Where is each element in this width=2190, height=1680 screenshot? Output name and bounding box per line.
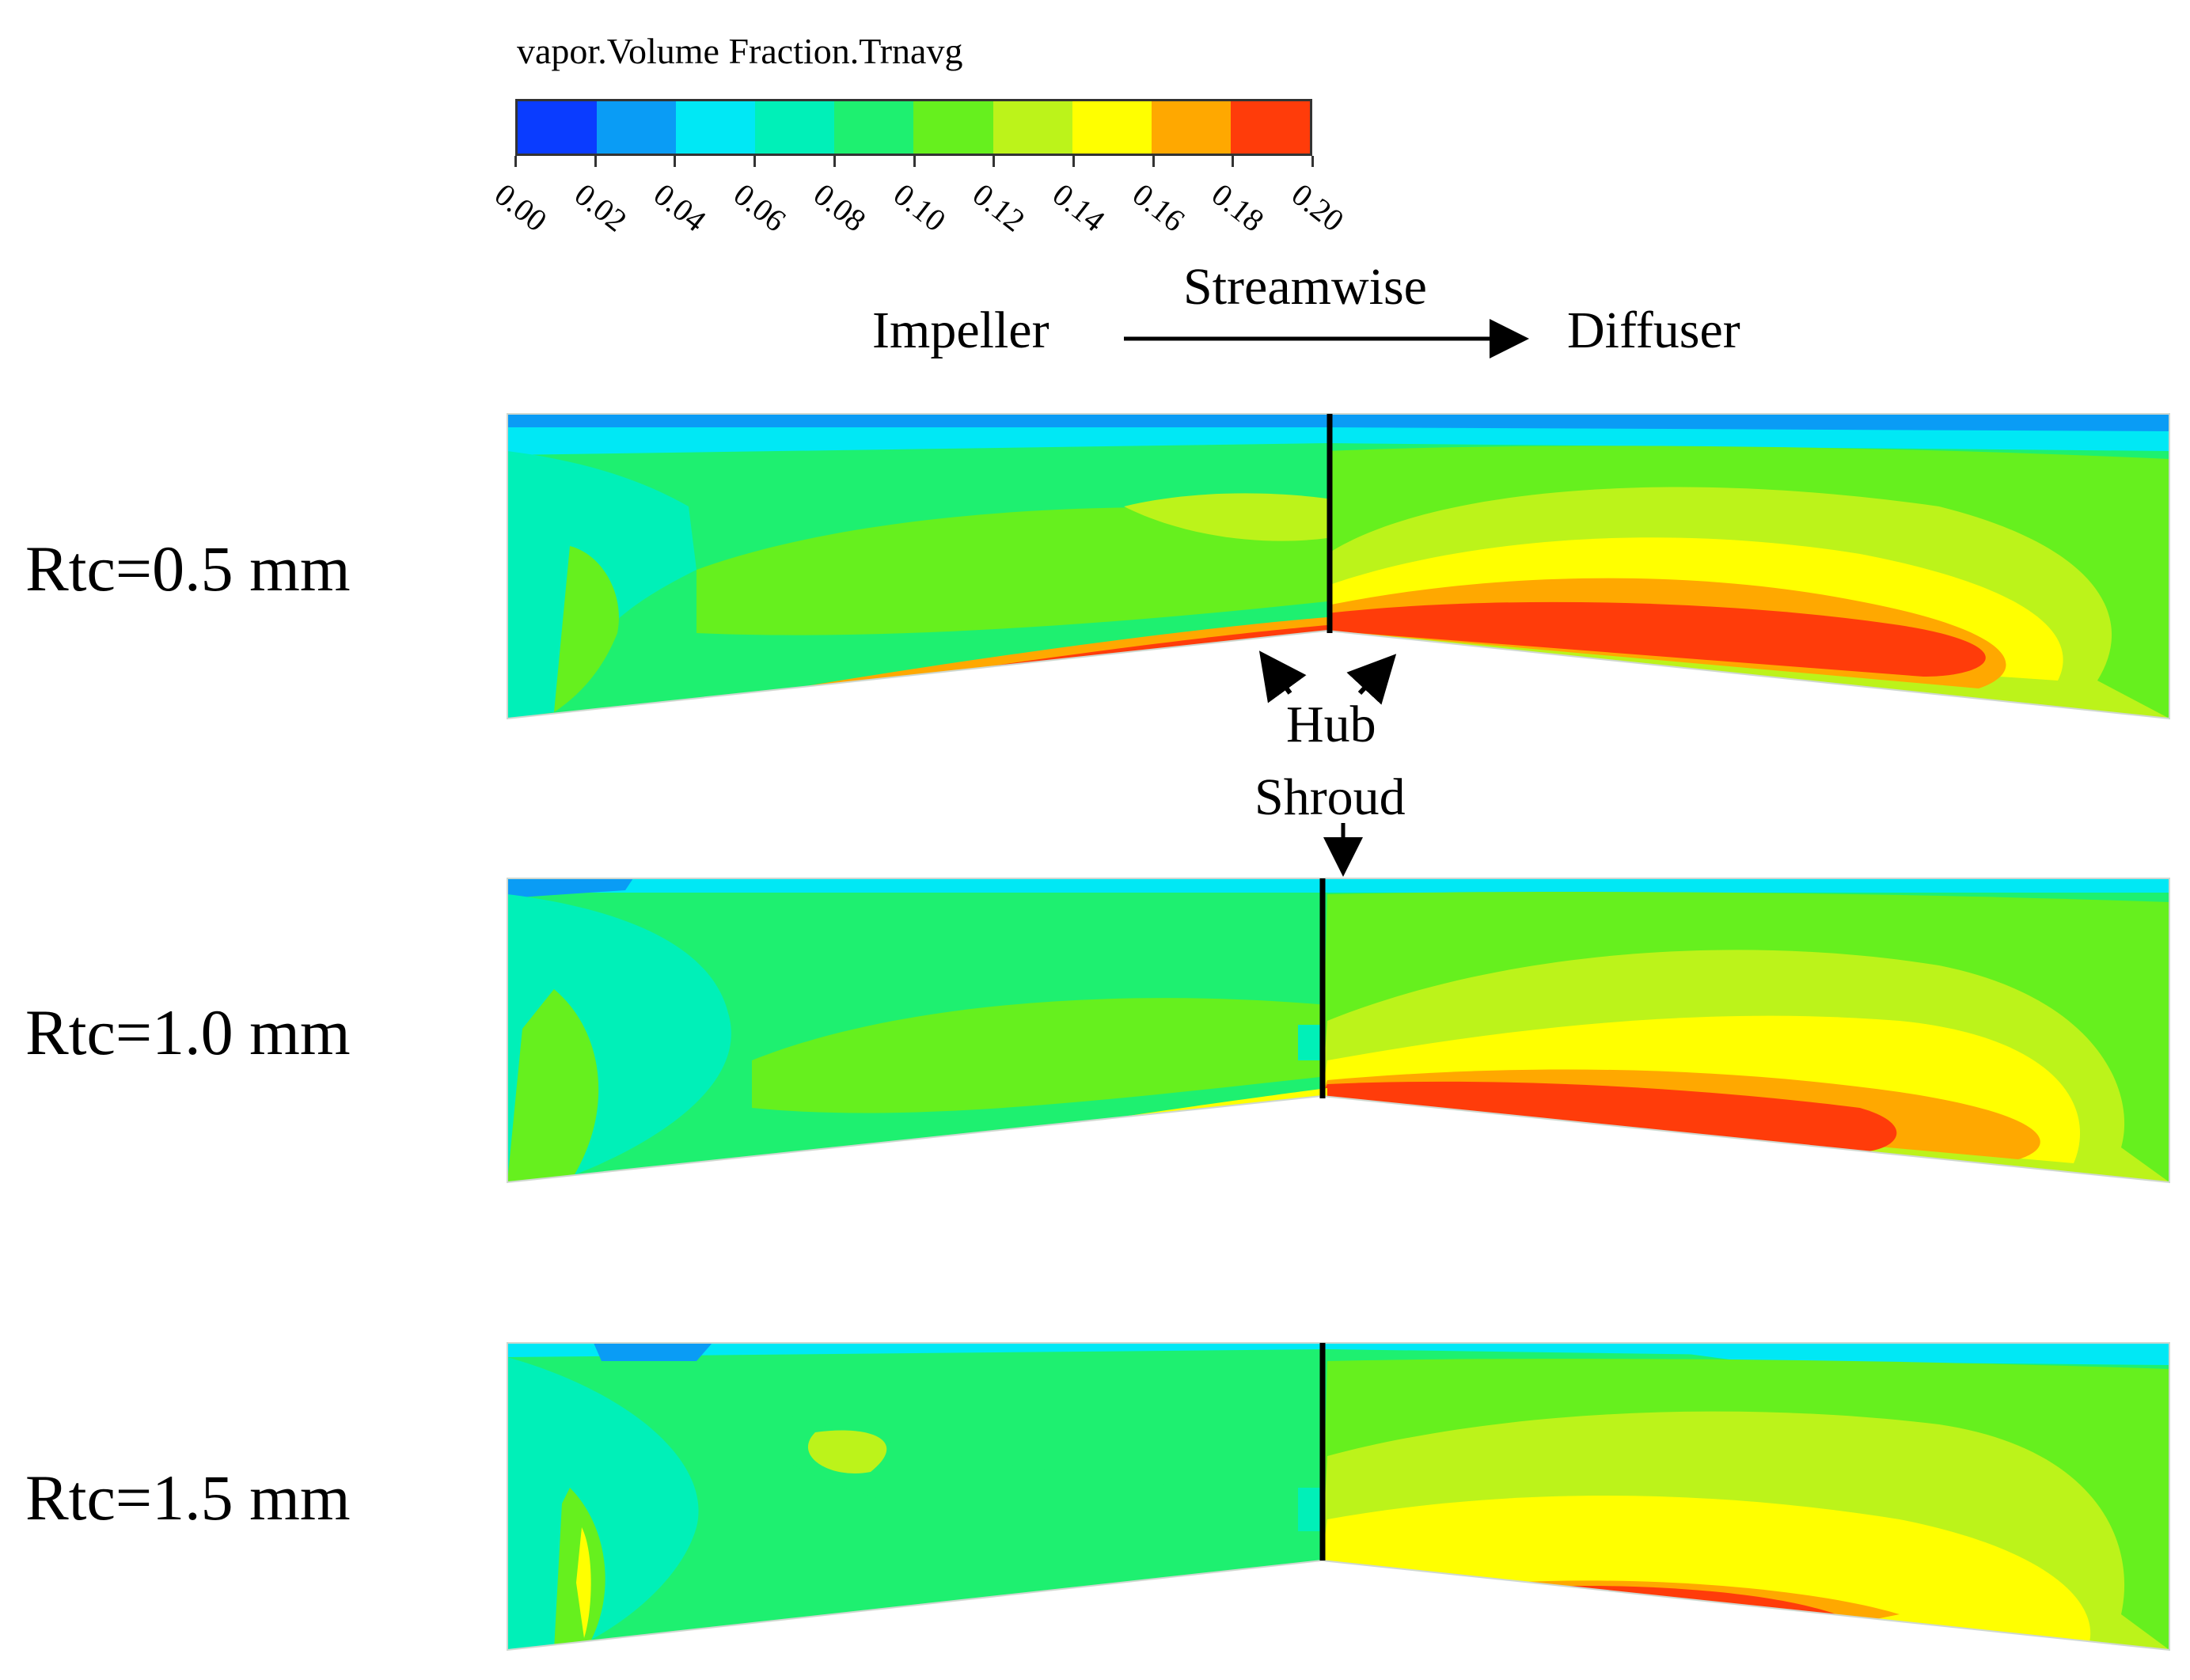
impeller-label: Impeller: [872, 301, 1049, 359]
contour-panel-1: [507, 414, 2169, 719]
colorbar-cell: [1072, 101, 1152, 154]
colorbar-tick-mark: [833, 156, 836, 167]
colorbar-tick-mark: [1072, 156, 1075, 167]
colorbar-tick-mark: [514, 156, 517, 167]
colorbar-cell: [1151, 101, 1231, 154]
legend-title: vapor.Volume Fraction.Trnavg: [517, 31, 963, 71]
colorbar-cell: [755, 101, 835, 154]
colorbar-cell: [834, 101, 914, 154]
panel-label-1.0: Rtc=1.0 mm: [25, 996, 351, 1068]
hub-label: Hub: [1286, 696, 1376, 753]
colorbar-tick-mark: [674, 156, 677, 167]
panel-label-1.5: Rtc=1.5 mm: [25, 1462, 351, 1534]
colorbar-cell: [913, 101, 993, 154]
colorbar-tick-mark: [1152, 156, 1155, 167]
colorbar-tick-mark: [1311, 156, 1314, 167]
panel-label-0.5: Rtc=0.5 mm: [25, 533, 351, 605]
hub-arrow-left: [1258, 650, 1307, 703]
colorbar-tick-mark: [993, 156, 996, 167]
colorbar-cell: [1230, 101, 1310, 154]
colorbar: [515, 99, 1312, 156]
colorbar-cell: [518, 101, 598, 154]
colorbar-tick-mark: [1232, 156, 1235, 167]
colorbar-tick-mark: [753, 156, 757, 167]
colorbar-cell: [676, 101, 756, 154]
colorbar-tick-mark: [594, 156, 597, 167]
hub-arrow-right: [1346, 654, 1397, 705]
colorbar-tick-mark: [913, 156, 916, 167]
colorbar-cell: [993, 101, 1072, 154]
contour-panel-3: [507, 1343, 2169, 1650]
shroud-label: Shroud: [1254, 768, 1406, 826]
diffuser-label: Diffuser: [1567, 301, 1740, 359]
colorbar-cell: [597, 101, 677, 154]
contour-panel-2: [507, 878, 2169, 1182]
streamwise-label: Streamwise: [1183, 258, 1427, 316]
